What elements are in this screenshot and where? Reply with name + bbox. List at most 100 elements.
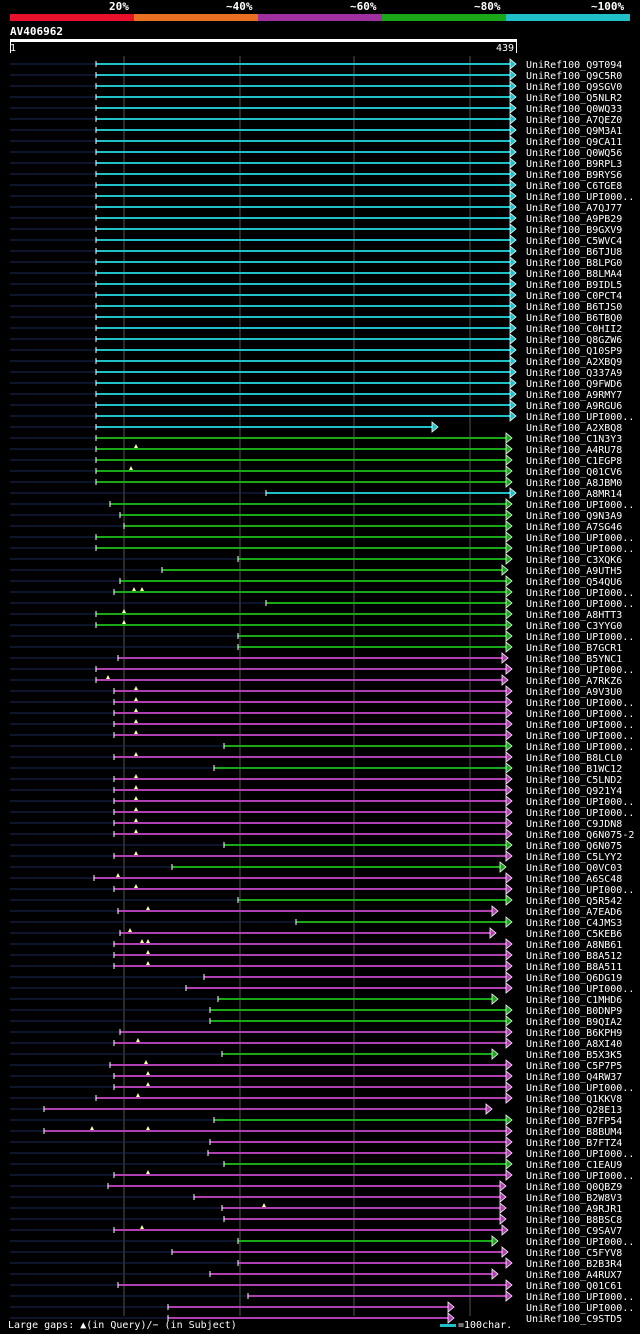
hit-row[interactable]: UniRef100_UPI000.. (10, 806, 634, 819)
hit-row[interactable]: UniRef100_B9GXV9 (10, 223, 622, 236)
hit-row[interactable]: UniRef100_UPI000.. (10, 1301, 634, 1314)
hit-row[interactable]: UniRef100_B8BSC8 (10, 1213, 622, 1226)
hit-row[interactable]: UniRef100_B0DNP9 (10, 1004, 622, 1017)
hit-label[interactable]: UniRef100_A8JBM0 (526, 478, 622, 489)
hit-label[interactable]: UniRef100_UPI000.. (526, 1303, 634, 1314)
hit-row[interactable]: UniRef100_C1N3Y3 (10, 432, 622, 445)
hit-label[interactable]: UniRef100_B1WC12 (526, 764, 622, 775)
hit-row[interactable]: UniRef100_A4RU78 (10, 443, 622, 456)
hit-row[interactable]: UniRef100_Q10SP9 (10, 344, 622, 357)
hit-row[interactable]: UniRef100_UPI000.. (10, 1147, 634, 1160)
hit-row[interactable]: UniRef100_Q01CV6 (10, 465, 622, 478)
hit-label[interactable]: UniRef100_A8NB61 (526, 940, 622, 951)
hit-label[interactable]: UniRef100_A9RJR1 (526, 1204, 622, 1215)
hit-row[interactable]: UniRef100_UPI000.. (10, 542, 634, 555)
hit-row[interactable]: UniRef100_C1EAU9 (10, 1158, 622, 1171)
hit-label[interactable]: UniRef100_UPI000.. (526, 1292, 634, 1303)
hit-row[interactable]: UniRef100_Q0VC03 (10, 861, 622, 874)
hit-label[interactable]: UniRef100_B9RPL3 (526, 159, 622, 170)
hit-row[interactable]: UniRef100_Q01C61 (10, 1279, 622, 1292)
hit-label[interactable]: UniRef100_UPI000.. (526, 709, 634, 720)
hit-row[interactable]: UniRef100_C5P7P5 (10, 1059, 622, 1072)
hit-row[interactable]: UniRef100_A8HTT3 (10, 608, 622, 621)
hit-row[interactable]: UniRef100_UPI000.. (10, 410, 634, 423)
hit-row[interactable]: UniRef100_B1WC12 (10, 762, 622, 775)
hit-label[interactable]: UniRef100_B8A511 (526, 962, 622, 973)
hit-label[interactable]: UniRef100_UPI000.. (526, 632, 634, 643)
hit-row[interactable]: UniRef100_A9RGU6 (10, 399, 622, 412)
hit-label[interactable]: UniRef100_Q9N3A9 (526, 511, 622, 522)
hit-label[interactable]: UniRef100_B8LMA4 (526, 269, 622, 280)
hit-row[interactable]: UniRef100_A9PB29 (10, 212, 622, 225)
hit-label[interactable]: UniRef100_Q921Y4 (526, 786, 622, 797)
hit-label[interactable]: UniRef100_B8A512 (526, 951, 622, 962)
hit-row[interactable]: UniRef100_B9RPL3 (10, 157, 622, 170)
hit-label[interactable]: UniRef100_UPI000.. (526, 797, 634, 808)
hit-label[interactable]: UniRef100_B6KPH9 (526, 1028, 622, 1039)
hit-row[interactable]: UniRef100_Q0QBZ9 (10, 1180, 622, 1193)
hit-row[interactable]: UniRef100_Q5NLR2 (10, 91, 622, 104)
hit-row[interactable]: UniRef100_A7SG46 (10, 520, 622, 533)
hit-label[interactable]: UniRef100_C5WVC4 (526, 236, 622, 247)
hit-label[interactable]: UniRef100_C4JMS3 (526, 918, 622, 929)
hit-row[interactable]: UniRef100_UPI000.. (10, 531, 634, 544)
hit-row[interactable]: UniRef100_Q6N075-2 (10, 828, 634, 841)
hit-row[interactable]: UniRef100_B9QIA2 (10, 1015, 622, 1028)
hit-row[interactable]: UniRef100_Q9T094 (10, 58, 622, 71)
hit-row[interactable]: UniRef100_C6TGE8 (10, 179, 622, 192)
hit-row[interactable]: UniRef100_C5KEB6 (10, 927, 622, 940)
hit-label[interactable]: UniRef100_A7RKZ6 (526, 676, 622, 687)
hit-label[interactable]: UniRef100_B8BSC8 (526, 1215, 622, 1226)
hit-row[interactable]: UniRef100_B8A511 (10, 960, 622, 973)
hit-row[interactable]: UniRef100_B7FTZ4 (10, 1136, 622, 1149)
hit-row[interactable]: UniRef100_B6TJS0 (10, 300, 622, 313)
hit-label[interactable]: UniRef100_Q1KKV8 (526, 1094, 622, 1105)
hit-row[interactable]: UniRef100_Q1KKV8 (10, 1092, 622, 1105)
hit-row[interactable]: UniRef100_B8A512 (10, 949, 622, 962)
hit-row[interactable]: UniRef100_A7EAD6 (10, 905, 622, 918)
hit-row[interactable]: UniRef100_UPI000.. (10, 630, 634, 643)
hit-label[interactable]: UniRef100_B9RYS6 (526, 170, 622, 181)
hit-label[interactable]: UniRef100_C1EGP8 (526, 456, 622, 467)
hit-label[interactable]: UniRef100_C9SAV7 (526, 1226, 622, 1237)
hit-row[interactable]: UniRef100_B8LPG0 (10, 256, 622, 269)
hit-row[interactable]: UniRef100_C0HII2 (10, 322, 622, 335)
hit-row[interactable]: UniRef100_Q54QU6 (10, 575, 622, 588)
hit-row[interactable]: UniRef100_UPI000.. (10, 718, 634, 731)
hit-label[interactable]: UniRef100_Q28E13 (526, 1105, 622, 1116)
hit-row[interactable]: UniRef100_UPI000.. (10, 498, 634, 511)
hit-label[interactable]: UniRef100_UPI000.. (526, 665, 634, 676)
hit-label[interactable]: UniRef100_C5FYV8 (526, 1248, 622, 1259)
hit-label[interactable]: UniRef100_UPI000.. (526, 544, 634, 555)
hit-label[interactable]: UniRef100_C3XQK6 (526, 555, 622, 566)
hit-row[interactable]: UniRef100_A4RUX7 (10, 1268, 622, 1281)
hit-label[interactable]: UniRef100_C3YYG0 (526, 621, 622, 632)
hit-label[interactable]: UniRef100_C0HII2 (526, 324, 622, 335)
hit-row[interactable]: UniRef100_A9UTH5 (10, 564, 622, 577)
hit-row[interactable]: UniRef100_C3YYG0 (10, 619, 622, 632)
hit-label[interactable]: UniRef100_Q0QBZ9 (526, 1182, 622, 1193)
hit-label[interactable]: UniRef100_B9IDL5 (526, 280, 622, 291)
hit-row[interactable]: UniRef100_C9SAV7 (10, 1224, 622, 1237)
hit-label[interactable]: UniRef100_A7QJ77 (526, 203, 622, 214)
hit-label[interactable]: UniRef100_Q01CV6 (526, 467, 622, 478)
hit-label[interactable]: UniRef100_Q5NLR2 (526, 93, 622, 104)
hit-label[interactable]: UniRef100_Q4RW37 (526, 1072, 622, 1083)
hit-row[interactable]: UniRef100_UPI000.. (10, 597, 634, 610)
hit-row[interactable]: UniRef100_C5LND2 (10, 773, 622, 786)
hit-row[interactable]: UniRef100_Q4RW37 (10, 1070, 622, 1083)
hit-label[interactable]: UniRef100_C6TGE8 (526, 181, 622, 192)
hit-row[interactable]: UniRef100_UPI000.. (10, 586, 634, 599)
hit-label[interactable]: UniRef100_UPI000.. (526, 885, 634, 896)
hit-row[interactable]: UniRef100_UPI000.. (10, 1169, 634, 1182)
hit-row[interactable]: UniRef100_C5LYY2 (10, 850, 622, 863)
hit-row[interactable]: UniRef100_Q6DG19 (10, 971, 622, 984)
hit-label[interactable]: UniRef100_UPI000.. (526, 742, 634, 753)
hit-row[interactable]: UniRef100_A2XBQ8 (10, 421, 622, 434)
hit-label[interactable]: UniRef100_UPI000.. (526, 599, 634, 610)
hit-label[interactable]: UniRef100_B7FP54 (526, 1116, 622, 1127)
hit-label[interactable]: UniRef100_A4RUX7 (526, 1270, 622, 1281)
hit-label[interactable]: UniRef100_A7EAD6 (526, 907, 622, 918)
hit-row[interactable]: UniRef100_A9V3U0 (10, 685, 622, 698)
hit-row[interactable]: UniRef100_UPI000.. (10, 883, 634, 896)
